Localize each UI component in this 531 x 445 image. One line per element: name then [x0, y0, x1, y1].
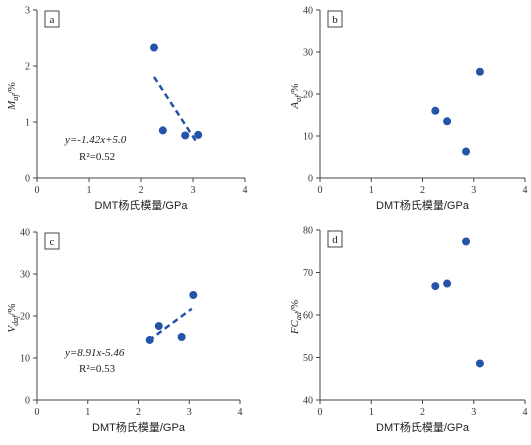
x-tick-label: 1: [369, 185, 374, 196]
panel-label: c: [50, 236, 55, 248]
x-axis-label: DMT杨氏模量/GPa: [92, 420, 186, 434]
x-tick-label: 0: [318, 407, 323, 418]
x-tick-label: 3: [191, 185, 196, 196]
data-point: [189, 291, 198, 299]
x-tick-label: 0: [35, 407, 40, 418]
y-tick-label: 30: [20, 270, 30, 281]
x-tick-label: 0: [318, 185, 323, 196]
y-tick-label: 40: [303, 6, 313, 17]
data-point: [154, 322, 163, 331]
x-tick-label: 2: [420, 185, 425, 196]
data-point: [443, 117, 452, 126]
x-tick-label: 2: [420, 407, 425, 418]
data-point: [181, 131, 190, 140]
panel-label-box: [44, 10, 60, 28]
r-squared-label: R²=0.52: [79, 151, 115, 163]
data-point: [150, 43, 158, 52]
y-tick-label: 40: [303, 396, 313, 407]
y-tick-label: 20: [303, 90, 313, 101]
x-tick-label: 4: [523, 407, 528, 418]
y-tick-label: 10: [303, 132, 313, 143]
y-tick-label: 0: [25, 396, 30, 407]
panel-c: 0 1 2 3 4010203040DMT杨氏模量/GPaVdaf/%cy=8.91x-…: [6, 228, 243, 435]
x-tick-label: 4: [523, 185, 528, 196]
y-tick-label: 0: [308, 174, 313, 185]
y-tick-label: 40: [20, 228, 30, 239]
y-axis-label: Maf/%: [6, 82, 20, 111]
data-point: [145, 335, 154, 344]
y-tick-label: 80: [303, 226, 313, 237]
x-tick-label: 1: [87, 185, 92, 196]
panel-label-box: [44, 232, 60, 250]
y-tick-label: 0: [25, 174, 30, 185]
y-axis-label: Vdaf/%: [6, 303, 20, 332]
x-tick-label: 0: [35, 185, 40, 196]
x-tick-label: 3: [471, 185, 476, 196]
y-axis-label: Aaf/%: [289, 83, 303, 109]
y-tick-label: 2: [25, 62, 30, 73]
x-axis-label: DMT杨氏模量/GPa: [376, 420, 470, 434]
x-tick-label: 1: [85, 407, 90, 418]
data-point: [431, 106, 440, 115]
data-point: [475, 67, 484, 76]
x-tick-label: 2: [139, 185, 144, 196]
data-point: [462, 237, 471, 246]
x-tick-label: 3: [187, 407, 192, 418]
trend-line: [152, 76, 197, 142]
data-point: [177, 333, 186, 341]
data-point: [475, 359, 484, 368]
x-axis-label: DMT杨氏模量/GPa: [95, 198, 189, 212]
x-tick-label: 2: [136, 407, 141, 418]
y-tick-label: 50: [303, 353, 313, 364]
data-point: [158, 126, 167, 135]
panel-a: 0 1 2 3 40123DMT杨氏模量/GPaMaf/%ay=-1.42x+5.0R²…: [6, 6, 248, 213]
y-tick-label: 60: [303, 311, 313, 322]
panel-label: b: [332, 14, 338, 26]
y-tick-label: 3: [25, 6, 30, 17]
panel-label: d: [332, 234, 338, 246]
regression-equation: y=-1.42x+5.0: [64, 134, 127, 146]
panel-label-box: [327, 230, 343, 248]
x-tick-label: 4: [238, 407, 243, 418]
x-tick-label: 1: [369, 407, 374, 418]
y-axis-label: FCad/%: [289, 300, 303, 335]
data-point: [431, 282, 440, 291]
panel-label: a: [50, 14, 55, 26]
x-axis-label: DMT杨氏模量/GPa: [376, 198, 470, 212]
x-tick-label: 3: [471, 407, 476, 418]
panel-label-box: [327, 10, 343, 28]
r-squared-label: R²=0.53: [79, 363, 116, 375]
y-tick-label: 70: [303, 268, 313, 279]
y-tick-label: 20: [20, 312, 30, 323]
y-tick-label: 1: [25, 118, 30, 129]
y-tick-label: 10: [20, 354, 30, 365]
y-tick-label: 30: [303, 48, 313, 59]
data-point: [194, 130, 203, 139]
data-point: [462, 147, 471, 156]
data-point: [443, 279, 452, 288]
x-tick-label: 4: [243, 185, 248, 196]
trend-line: [147, 307, 193, 342]
panel-d: 0 1 2 3 4 40 50 60 70 80 DMT杨氏模量/GPa FCad/% d: [289, 226, 528, 435]
regression-equation: y=8.91x-5.46: [64, 347, 125, 359]
